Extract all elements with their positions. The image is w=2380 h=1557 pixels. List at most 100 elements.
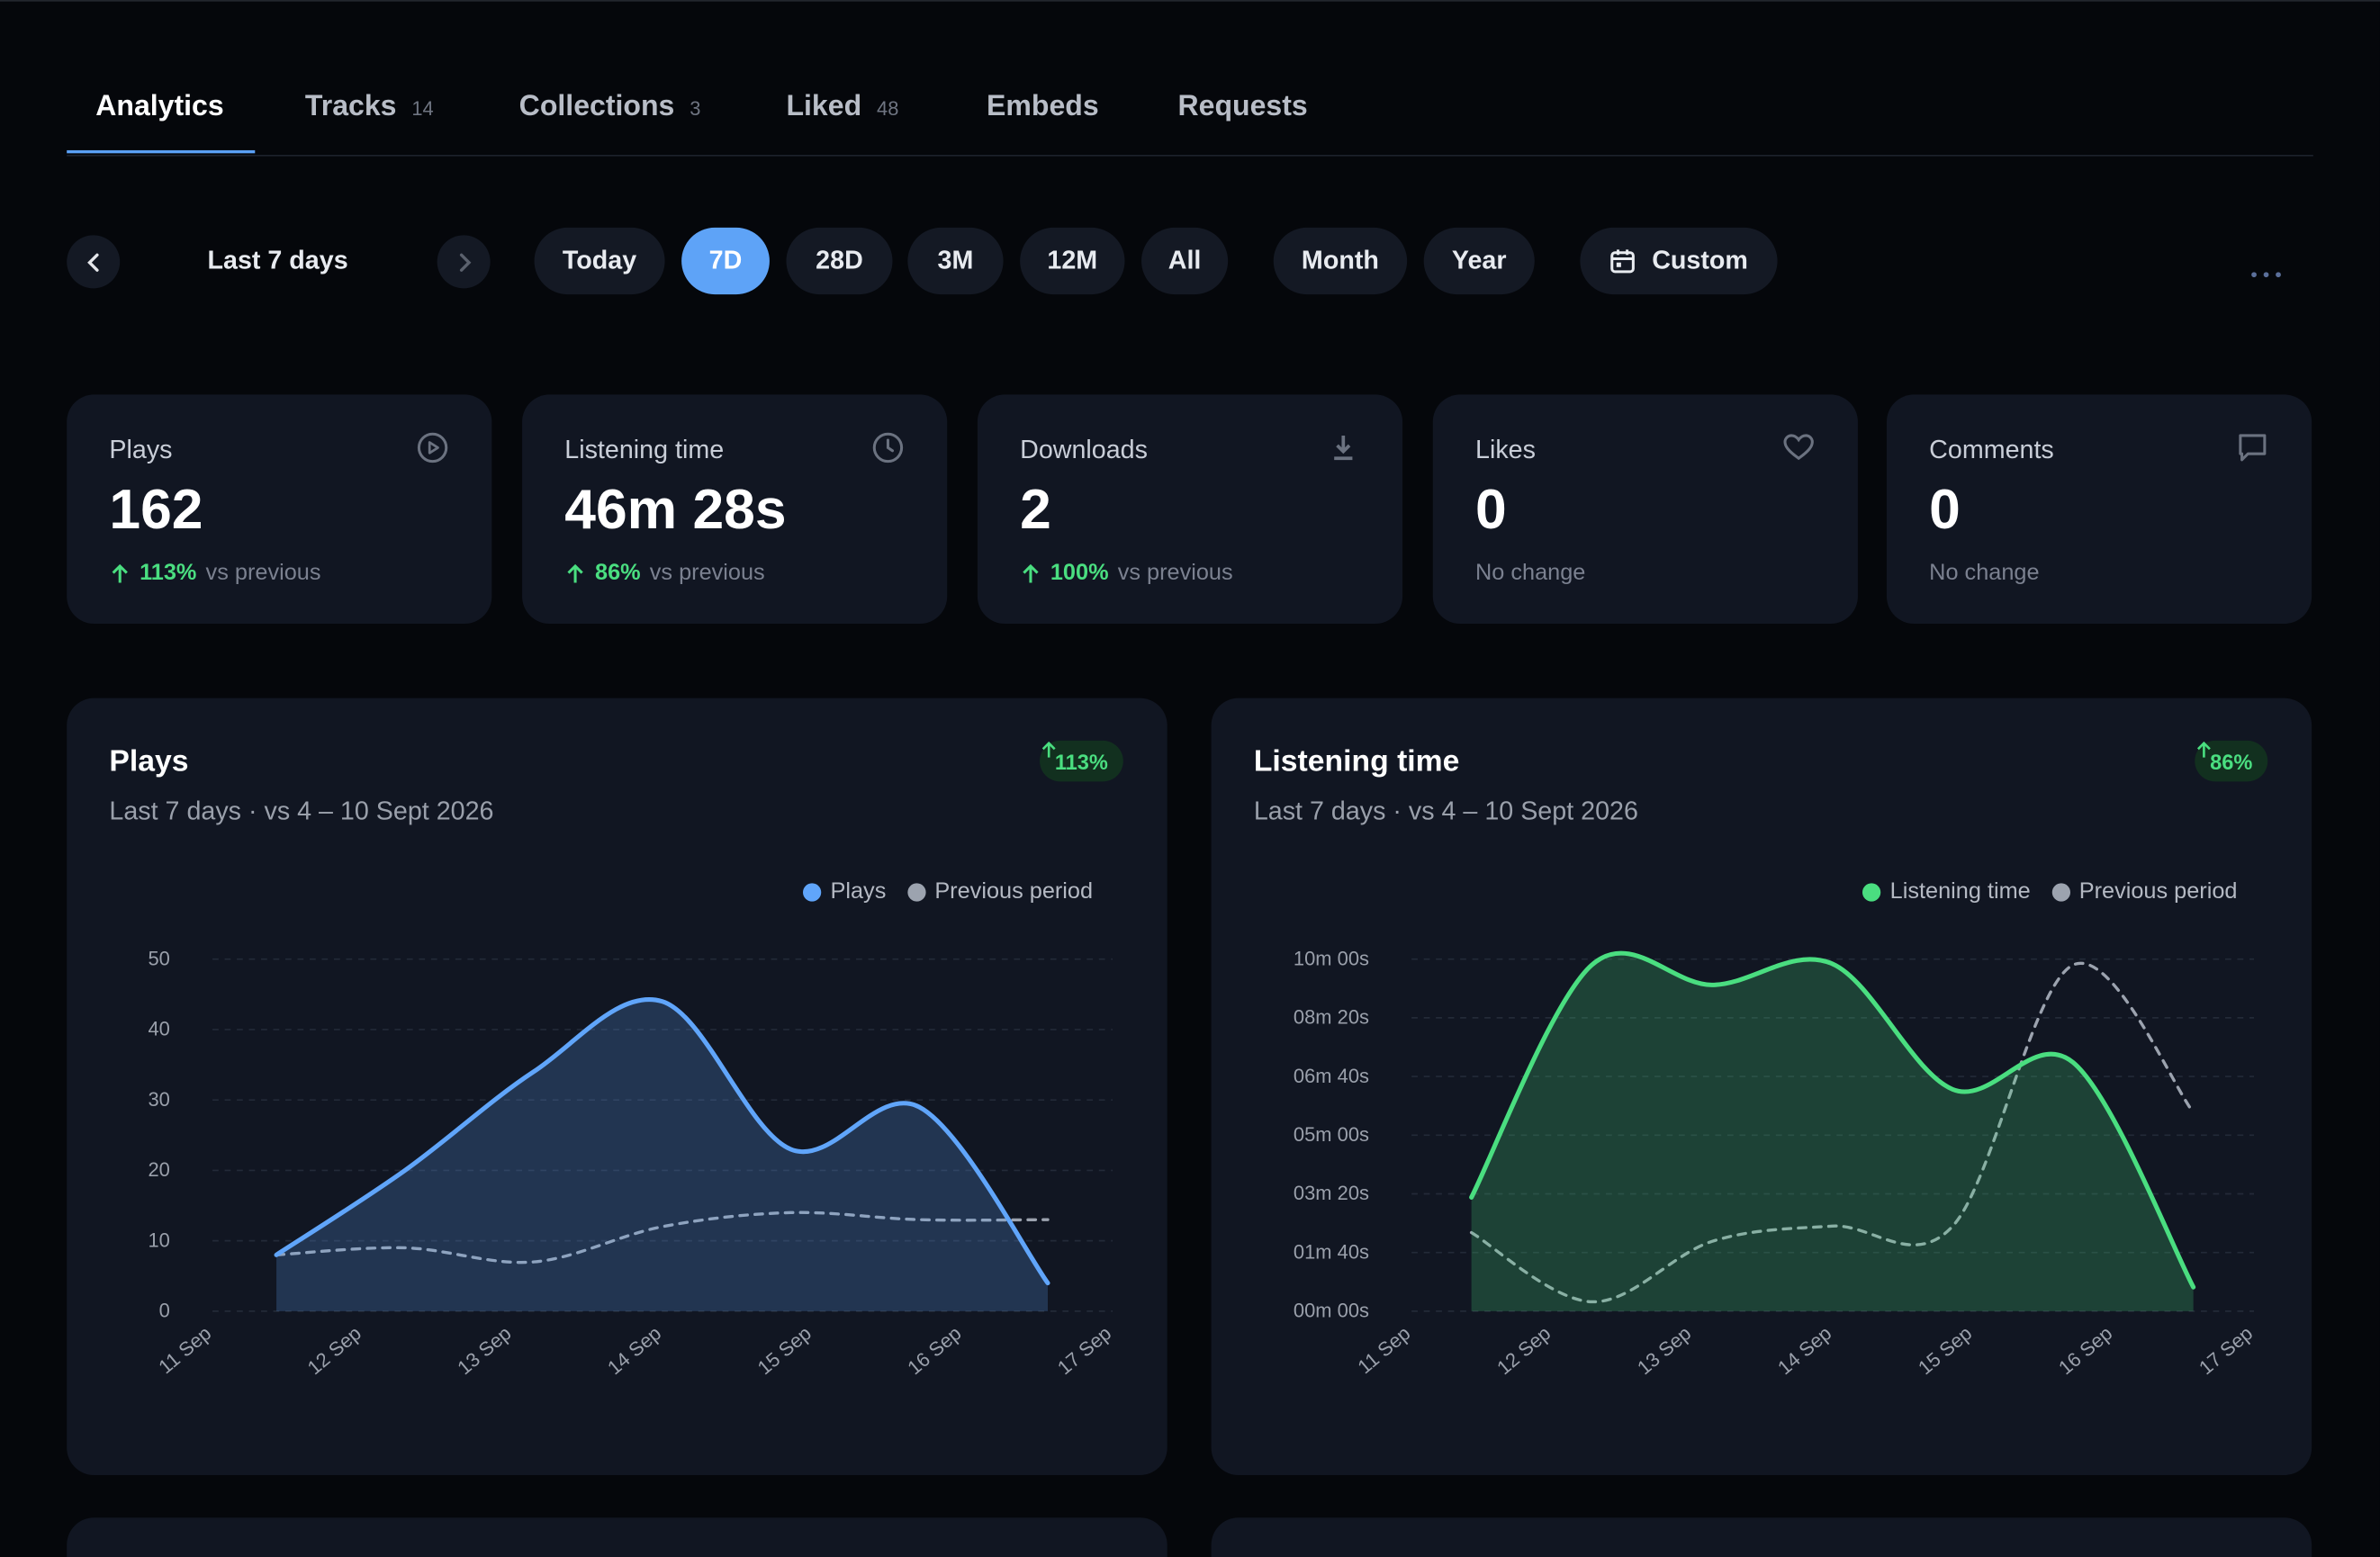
- badge-text: 113%: [1054, 749, 1108, 774]
- x-tick-label: 15 Sep: [753, 1322, 816, 1380]
- x-tick-label: 12 Sep: [303, 1322, 365, 1380]
- stat-label: Comments: [1929, 435, 2054, 464]
- badge-text: 86%: [2210, 749, 2253, 774]
- y-tick-label: 03m 20s: [1294, 1182, 1369, 1204]
- stat-label: Downloads: [1020, 435, 1148, 464]
- up-arrow: [1041, 741, 1056, 758]
- legend-dot: [2051, 882, 2070, 901]
- stat-change: 100% vs previous: [1020, 560, 1233, 586]
- play-icon: [417, 432, 448, 464]
- stat-card: Comments 0 No change: [1886, 394, 2312, 625]
- y-tick-label: 08m 20s: [1294, 1006, 1369, 1029]
- y-tick-label: 05m 00s: [1294, 1123, 1369, 1146]
- legend-item: Previous period: [906, 878, 1094, 904]
- tab[interactable]: Collections 3: [519, 91, 701, 124]
- tab-label: Requests: [1177, 91, 1308, 123]
- chevron-left: [86, 252, 98, 271]
- stat-note: vs previous: [1117, 560, 1233, 586]
- line: [274, 997, 1050, 1286]
- chart-title: Plays: [109, 744, 189, 779]
- legend: Listening time Previous period: [1862, 878, 2237, 904]
- stat-note: No change: [1475, 560, 1586, 586]
- period-button[interactable]: Year: [1423, 227, 1535, 295]
- stat-change-pct: 86%: [594, 560, 641, 586]
- preset-button[interactable]: 12M: [1020, 227, 1125, 295]
- custom-label: Custom: [1652, 246, 1748, 275]
- y-tick-label: 10m 00s: [1294, 947, 1369, 969]
- period-button[interactable]: Month: [1273, 227, 1408, 295]
- legend-label: Listening time: [1889, 878, 2031, 904]
- previous-line: [1469, 961, 2195, 1304]
- x-tick-label: 12 Sep: [1492, 1322, 1555, 1380]
- stat-card: Downloads 2 100% vs previous: [977, 394, 1403, 625]
- stat-note: No change: [1929, 560, 2040, 586]
- preset-button[interactable]: 7D: [681, 227, 770, 295]
- stat-change: No change: [1475, 560, 1585, 586]
- legend-item: Plays: [803, 878, 886, 904]
- stat-value: 46m 28s: [564, 478, 787, 541]
- up-arrow: [567, 562, 583, 582]
- tab-count: 3: [690, 96, 701, 121]
- chart: 0 10 20 30 40 50 11 Sep 12 Sep 13 Sep 14 Sep 15 Se…: [148, 947, 1115, 1380]
- y-tick-label: 00m 00s: [1294, 1300, 1369, 1322]
- legend-label: Previous period: [934, 878, 1094, 904]
- y-tick-label: 0: [159, 1300, 170, 1322]
- stat-change: No change: [1929, 560, 2039, 586]
- stat-change: 113% vs previous: [109, 560, 321, 586]
- stat-card: Listening time 46m 28s 86% vs previous: [522, 394, 948, 625]
- preset-button[interactable]: Today: [534, 227, 665, 295]
- stat-label: Listening time: [564, 435, 725, 464]
- more-button[interactable]: [2249, 267, 2283, 283]
- chart-card: 00m 00s 01m 40s 03m 20s 05m 00s 06m 40s 08m 2…: [1211, 698, 2312, 1476]
- tab-label: Tracks: [304, 91, 397, 123]
- calendar-icon: [1610, 249, 1636, 274]
- x-tick-label: 17 Sep: [1053, 1322, 1115, 1380]
- x-tick-label: 13 Sep: [1633, 1322, 1695, 1380]
- divider: [67, 154, 2313, 157]
- legend-label: Plays: [830, 878, 887, 904]
- next-card: [1211, 1517, 2312, 1557]
- change-badge: 86%: [2195, 740, 2268, 782]
- chart-card: 0 10 20 30 40 50 11 Sep 12 Sep 13 Sep 14 Sep 15 Se…: [67, 698, 1167, 1476]
- x-tick-label: 15 Sep: [1914, 1322, 1976, 1380]
- tab[interactable]: Analytics: [95, 91, 223, 124]
- tab[interactable]: Embeds: [987, 91, 1099, 124]
- previous-line: [275, 1210, 1050, 1264]
- prev-button[interactable]: [67, 235, 121, 289]
- tab-label: Liked: [786, 91, 862, 123]
- stat-change: 86% vs previous: [564, 560, 765, 586]
- custom-button[interactable]: Custom: [1580, 227, 1778, 295]
- legend: Plays Previous period: [803, 878, 1093, 904]
- x-tick-label: 13 Sep: [453, 1322, 515, 1380]
- tab[interactable]: Tracks 14: [305, 91, 434, 124]
- x-tick-label: 17 Sep: [2195, 1322, 2257, 1380]
- stat-value: 0: [1929, 478, 1961, 541]
- next-button[interactable]: [437, 235, 491, 289]
- tab[interactable]: Liked 48: [786, 91, 898, 124]
- chevron-right: [459, 252, 471, 271]
- x-tick-label: 11 Sep: [1353, 1322, 1414, 1379]
- stat-change-pct: 100%: [1050, 560, 1109, 586]
- tab[interactable]: Requests: [1178, 91, 1308, 124]
- download-icon: [1334, 435, 1353, 461]
- legend-dot: [1862, 882, 1881, 901]
- area: [1471, 953, 2194, 1311]
- y-tick-label: 06m 40s: [1294, 1065, 1369, 1087]
- chart-title: Listening time: [1253, 744, 1460, 779]
- preset-button[interactable]: 3M: [907, 227, 1004, 295]
- top-border: [0, 0, 2380, 2]
- tab-count: 14: [411, 96, 434, 121]
- chart: 00m 00s 01m 40s 03m 20s 05m 00s 06m 40s 08m 2…: [1294, 947, 2257, 1380]
- tab-label: Analytics: [95, 91, 224, 123]
- y-tick-label: 01m 40s: [1294, 1240, 1369, 1263]
- stat-value: 162: [109, 478, 203, 541]
- preset-button[interactable]: 28D: [786, 227, 893, 295]
- change-badge: 113%: [1039, 740, 1123, 782]
- up-arrow: [2196, 741, 2211, 758]
- y-tick-label: 10: [148, 1228, 169, 1251]
- x-tick-label: 14 Sep: [1773, 1322, 1835, 1380]
- stat-note: vs previous: [205, 560, 321, 586]
- line: [1469, 950, 2196, 1290]
- preset-button[interactable]: All: [1141, 227, 1229, 295]
